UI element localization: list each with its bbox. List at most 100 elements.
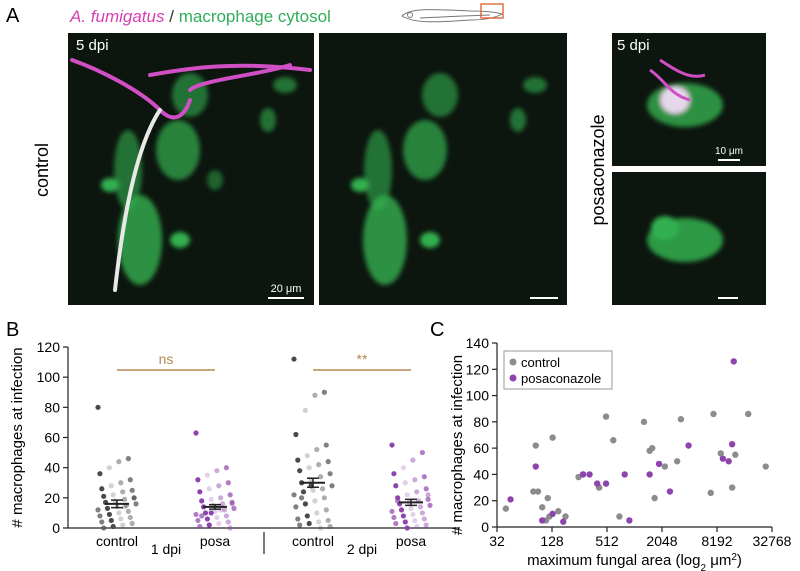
data-point — [229, 499, 235, 505]
data-point — [227, 525, 233, 531]
data-point — [404, 492, 410, 498]
legend-marker — [509, 374, 517, 382]
data-point — [677, 416, 685, 423]
x-axis-label-part: maximum fungal area (log — [527, 552, 700, 569]
data-point — [231, 505, 237, 511]
data-point — [402, 480, 408, 486]
data-point — [125, 456, 131, 462]
data-point — [101, 525, 107, 531]
data-point — [316, 462, 322, 468]
data-point — [402, 519, 408, 525]
y-tick-label: 140 — [466, 335, 490, 351]
stage-label: 5 dpi — [76, 37, 109, 54]
y-axis-label: # macrophages at infection — [449, 355, 466, 535]
data-point — [425, 496, 431, 502]
stage-label: 5 dpi — [617, 37, 650, 54]
y-axis-label: # macrophages at infection — [9, 347, 26, 527]
data-point — [719, 455, 727, 462]
data-point — [327, 523, 333, 530]
data-point — [223, 513, 229, 519]
data-point — [549, 510, 556, 518]
micrograph-control-cytosol — [319, 33, 567, 305]
data-point — [673, 458, 681, 465]
data-point — [391, 471, 397, 477]
data-point — [202, 510, 209, 516]
data-point — [646, 471, 653, 478]
y-tick-label: 40 — [473, 466, 489, 482]
data-point — [312, 392, 318, 398]
data-point — [118, 516, 124, 522]
panel-letter: A — [6, 5, 20, 27]
data-point — [293, 431, 299, 438]
micrograph-control-merge: 5 dpi 20 μm — [68, 33, 314, 305]
data-point — [199, 513, 205, 519]
data-point — [195, 517, 201, 524]
data-point — [223, 465, 229, 471]
data-point — [419, 449, 425, 456]
scale-bar-label: 20 μm — [271, 283, 302, 295]
data-point — [327, 471, 333, 477]
data-point — [193, 430, 199, 436]
data-point — [393, 483, 399, 489]
data-point — [745, 410, 752, 418]
significance-label: ns — [159, 351, 174, 367]
data-point — [302, 407, 308, 413]
micrograph-posaconazole-merge: 5 dpi 10 μm — [612, 33, 766, 166]
zebrafish-icon — [401, 3, 504, 23]
data-point — [732, 451, 739, 458]
data-point — [95, 404, 101, 410]
data-point — [312, 498, 318, 504]
x-tick-label: 32 — [489, 533, 505, 549]
data-point — [193, 511, 199, 518]
data-point — [325, 459, 331, 465]
data-point — [218, 495, 224, 501]
panel-letter: B — [6, 319, 19, 341]
data-point — [400, 465, 406, 471]
data-point — [562, 513, 569, 520]
data-point — [304, 513, 310, 519]
data-point — [127, 514, 133, 521]
data-point — [133, 501, 139, 507]
timepoint-label: 1 dpi — [151, 541, 181, 557]
legend-label: control — [521, 355, 560, 370]
data-point — [122, 504, 128, 510]
data-point — [297, 522, 303, 528]
data-point — [318, 525, 324, 531]
data-point — [549, 434, 556, 441]
data-point — [293, 504, 299, 510]
x-tick-label: control — [292, 533, 334, 549]
data-point — [389, 442, 395, 448]
data-point — [616, 513, 623, 520]
data-point — [421, 516, 427, 522]
data-point — [412, 517, 418, 524]
data-point — [325, 517, 331, 524]
data-point — [323, 442, 329, 448]
data-point — [534, 488, 542, 495]
x-tick-label: 8192 — [701, 533, 732, 549]
data-point — [110, 523, 116, 530]
data-point — [530, 488, 537, 495]
x-tick-label: 2048 — [646, 533, 677, 549]
data-point — [423, 486, 429, 492]
x-tick-label: posa — [200, 533, 231, 549]
x-tick-label: 512 — [595, 533, 619, 549]
y-tick-label: 40 — [44, 460, 60, 476]
data-point — [762, 463, 769, 470]
data-point — [728, 484, 736, 491]
data-point — [717, 450, 724, 457]
y-tick-label: 0 — [481, 519, 489, 535]
data-point — [120, 522, 126, 528]
scale-bar-label: 10 μm — [715, 146, 743, 157]
data-point — [197, 489, 203, 495]
species: A. fumigatus — [69, 7, 165, 26]
data-point — [108, 483, 114, 489]
data-point — [414, 523, 420, 530]
data-point — [621, 471, 628, 478]
data-point — [127, 477, 133, 483]
x-axis-label-part: ) — [737, 552, 742, 569]
data-point — [398, 507, 405, 513]
data-point — [214, 468, 220, 474]
data-point — [707, 489, 714, 497]
data-point — [299, 495, 305, 501]
